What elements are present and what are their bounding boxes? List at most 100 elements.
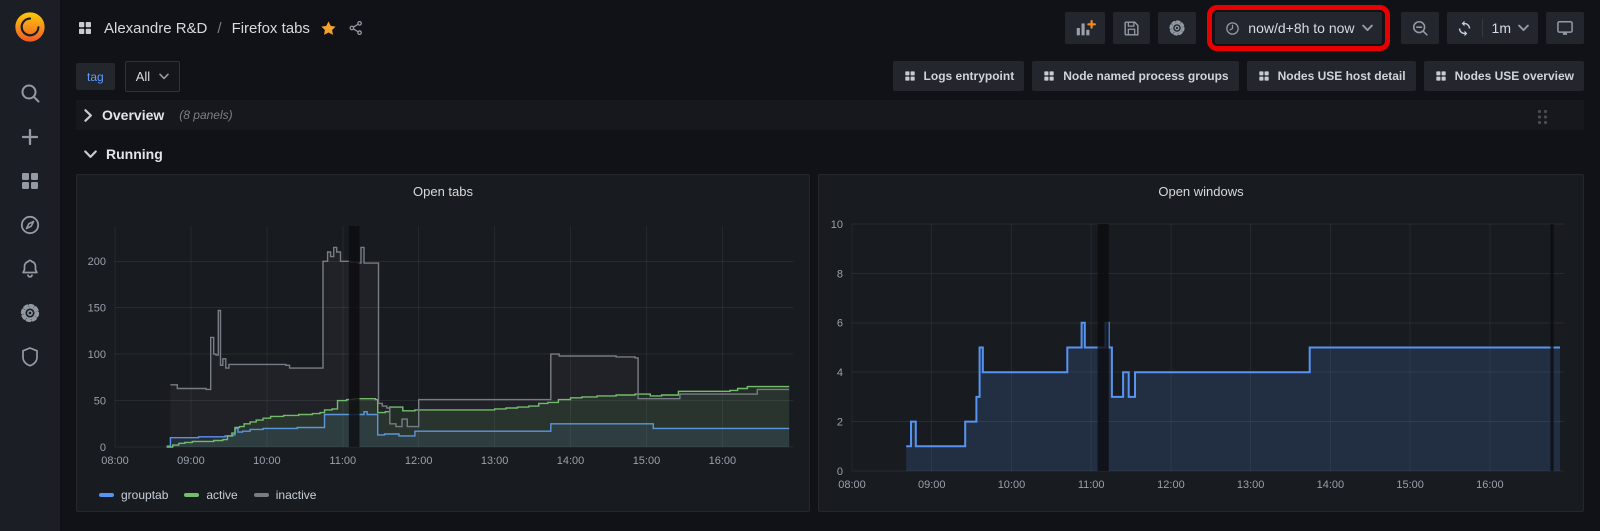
panel-open-tabs: Open tabs 0 50 100 150 200 08:00 09:00 10:00 11:… bbox=[76, 174, 810, 512]
svg-text:15:00: 15:00 bbox=[633, 455, 661, 467]
gear-icon bbox=[20, 303, 40, 323]
sidebar-item-server-admin[interactable] bbox=[18, 345, 42, 369]
svg-text:11:00: 11:00 bbox=[1078, 479, 1105, 491]
save-icon bbox=[1124, 20, 1139, 36]
template-filters: tag All bbox=[76, 61, 181, 92]
dashboard-link-nodes-use-overview[interactable]: Nodes USE overview bbox=[1423, 61, 1584, 91]
svg-text:16:00: 16:00 bbox=[709, 455, 737, 467]
dashboard-toolbar: now/d+8h to now 1m bbox=[1065, 5, 1584, 51]
sidebar bbox=[0, 0, 60, 531]
svg-text:14:00: 14:00 bbox=[557, 455, 585, 467]
svg-text:08:00: 08:00 bbox=[101, 455, 129, 467]
sidebar-item-create[interactable] bbox=[18, 125, 42, 149]
save-dashboard-button[interactable] bbox=[1113, 12, 1151, 44]
breadcrumb-folder[interactable]: Alexandre R&D bbox=[104, 19, 208, 37]
zoom-out-button[interactable] bbox=[1400, 12, 1439, 44]
svg-text:10:00: 10:00 bbox=[998, 479, 1026, 491]
dashboard-link-logs-entrypoint[interactable]: Logs entrypoint bbox=[892, 61, 1025, 91]
breadcrumb-separator: / bbox=[217, 19, 222, 37]
dashboard-link-node-named-process-groups[interactable]: Node named process groups bbox=[1032, 61, 1239, 91]
grafana-logo-icon bbox=[15, 12, 45, 42]
svg-text:12:00: 12:00 bbox=[1157, 479, 1185, 491]
dashboard-link-label: Nodes USE overview bbox=[1454, 69, 1574, 83]
panel-legend: grouptab active inactive bbox=[99, 488, 316, 502]
tag-filter-value: All bbox=[135, 69, 151, 84]
svg-text:15:00: 15:00 bbox=[1396, 479, 1424, 491]
sidebar-item-configuration[interactable] bbox=[18, 301, 42, 325]
plus-icon bbox=[21, 128, 39, 146]
panel-title[interactable]: Open tabs bbox=[413, 184, 473, 199]
shield-icon bbox=[22, 347, 38, 367]
tag-filter-label[interactable]: tag bbox=[76, 63, 115, 90]
svg-text:12:00: 12:00 bbox=[405, 455, 433, 467]
svg-text:14:00: 14:00 bbox=[1317, 479, 1345, 491]
chevron-down-icon bbox=[159, 73, 169, 80]
dashboard-submenu: tag All Logs entrypoint Node named proce… bbox=[60, 56, 1600, 100]
panel-title[interactable]: Open windows bbox=[1158, 184, 1244, 199]
open-tabs-plot[interactable]: 0 50 100 150 200 08:00 09:00 10:00 11:00 12:00 13:… bbox=[88, 226, 793, 467]
open-windows-plot[interactable]: 0 2 4 6 8 10 08:00 09:00 10:00 11:00 12:00 13:00 14:… bbox=[831, 219, 1564, 491]
legend-swatch bbox=[253, 493, 269, 497]
bell-icon bbox=[22, 259, 38, 278]
legend-item-active[interactable]: active bbox=[184, 488, 238, 502]
legend-item-grouptab[interactable]: grouptab bbox=[99, 488, 168, 502]
grafana-logo[interactable] bbox=[11, 9, 49, 47]
sidebar-item-search[interactable] bbox=[18, 81, 42, 105]
share-icon bbox=[349, 20, 362, 36]
sidebar-item-explore[interactable] bbox=[18, 213, 42, 237]
row-title: Overview bbox=[102, 107, 165, 123]
refresh-icon bbox=[1458, 20, 1470, 36]
search-icon bbox=[21, 84, 40, 103]
chevron-down-icon bbox=[1518, 24, 1529, 32]
apps-grid-icon bbox=[1258, 71, 1269, 81]
bar-chart-plus-icon bbox=[1077, 20, 1097, 36]
refresh-picker-button[interactable]: 1m bbox=[1446, 12, 1538, 44]
svg-text:09:00: 09:00 bbox=[177, 455, 205, 467]
add-panel-button[interactable] bbox=[1065, 12, 1106, 44]
sidebar-nav bbox=[18, 81, 42, 369]
row-title: Running bbox=[106, 146, 163, 162]
share-button[interactable] bbox=[347, 19, 365, 37]
dashboard-settings-button[interactable] bbox=[1158, 12, 1197, 44]
star-icon bbox=[321, 20, 336, 35]
row-running[interactable]: Running bbox=[76, 138, 1584, 170]
breadcrumb: Alexandre R&D / Firefox tabs bbox=[76, 19, 365, 37]
apps-grid-icon bbox=[1435, 71, 1446, 81]
magnifier-minus-icon bbox=[1412, 20, 1428, 36]
breadcrumb-dashboard[interactable]: Firefox tabs bbox=[231, 19, 310, 37]
dashboard-link-nodes-use-host-detail[interactable]: Nodes USE host detail bbox=[1246, 61, 1416, 91]
svg-text:08:00: 08:00 bbox=[838, 479, 866, 491]
row-drag-handle[interactable] bbox=[1533, 106, 1552, 131]
svg-text:13:00: 13:00 bbox=[1237, 479, 1265, 491]
legend-label: inactive bbox=[275, 488, 317, 502]
svg-text:2: 2 bbox=[837, 416, 843, 428]
row-panel-count: (8 panels) bbox=[179, 108, 233, 122]
legend-swatch bbox=[99, 493, 114, 497]
kiosk-mode-button[interactable] bbox=[1546, 12, 1584, 44]
sidebar-item-alerting[interactable] bbox=[18, 257, 42, 281]
svg-text:09:00: 09:00 bbox=[918, 479, 946, 491]
favorite-star-button[interactable] bbox=[320, 20, 337, 37]
dashboard-link-label: Node named process groups bbox=[1063, 69, 1229, 83]
row-overview[interactable]: Overview (8 panels) bbox=[76, 100, 1584, 130]
tag-filter-value-dropdown[interactable]: All bbox=[124, 61, 181, 92]
svg-text:4: 4 bbox=[837, 367, 843, 379]
svg-text:100: 100 bbox=[88, 349, 106, 361]
apps-grid-icon bbox=[1044, 71, 1054, 81]
svg-text:10: 10 bbox=[831, 219, 843, 231]
sidebar-item-dashboards[interactable] bbox=[18, 169, 42, 193]
drag-dots-icon bbox=[1537, 109, 1548, 125]
svg-text:50: 50 bbox=[94, 395, 106, 407]
legend-label: grouptab bbox=[121, 488, 169, 502]
svg-text:0: 0 bbox=[100, 442, 106, 454]
time-picker-button[interactable]: now/d+8h to now bbox=[1215, 12, 1382, 44]
chevron-down-icon bbox=[84, 149, 97, 158]
svg-text:200: 200 bbox=[88, 256, 106, 268]
dashboard-header: Alexandre R&D / Firefox tabs bbox=[60, 0, 1600, 56]
main-area: Alexandre R&D / Firefox tabs bbox=[60, 0, 1600, 512]
legend-item-inactive[interactable]: inactive bbox=[253, 488, 317, 502]
compass-icon bbox=[20, 215, 40, 235]
apps-grid-icon bbox=[904, 71, 915, 81]
svg-text:11:00: 11:00 bbox=[329, 455, 356, 467]
clock-icon bbox=[1226, 21, 1240, 35]
